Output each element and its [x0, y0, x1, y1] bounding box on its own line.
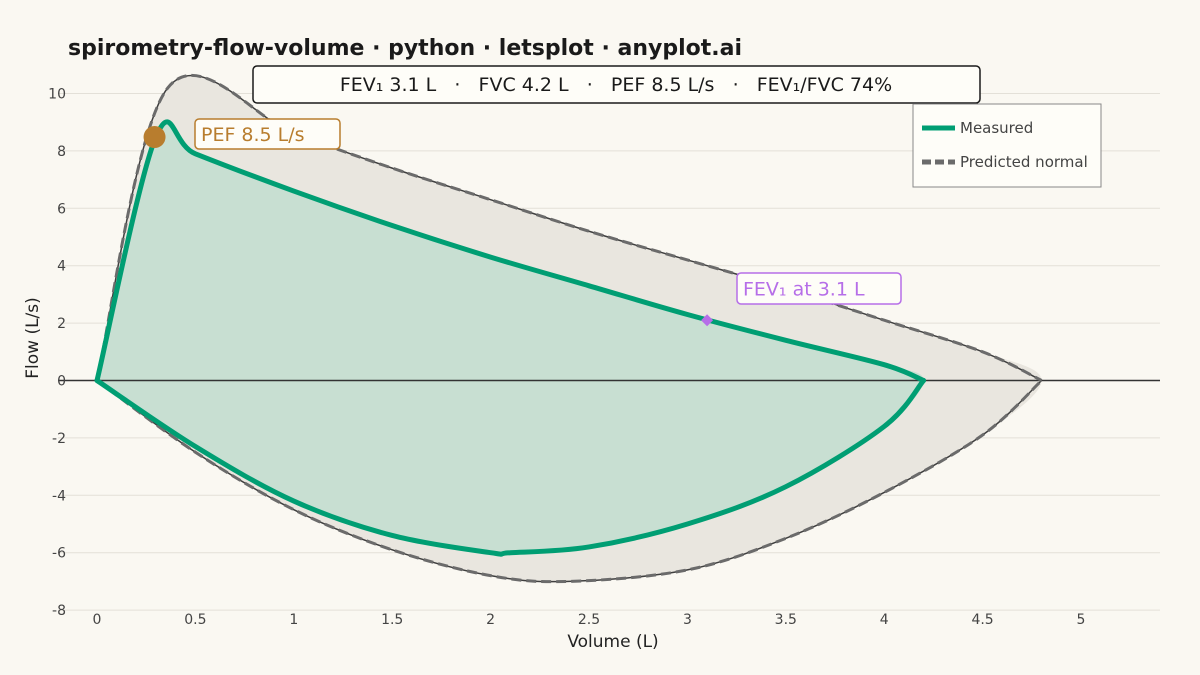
- x-tick-label: 2: [486, 612, 495, 628]
- x-tick-label: 0: [93, 612, 102, 628]
- summary-box-frame: [252, 65, 981, 104]
- fev1-label-box: [736, 272, 902, 305]
- pef-label: PEF 8.5 L/s: [201, 124, 305, 146]
- x-axis-title: Volume (L): [567, 632, 658, 652]
- y-tick-label: -4: [52, 488, 66, 504]
- pef-marker: [143, 126, 166, 149]
- line-predicted-expiratory-curve: [95, 73, 1043, 382]
- y-tick-label: -8: [52, 603, 66, 619]
- fill-measured: [97, 121, 924, 555]
- legend: Measured Predicted normal: [912, 103, 1102, 188]
- legend-label-measured: Measured: [960, 119, 1033, 137]
- y-tick-label: 4: [57, 259, 66, 275]
- x-tick-label: 0.5: [184, 612, 206, 628]
- loop-fills: [97, 75, 1042, 582]
- x-tick-labels: 0 0.5 1 1.5 2 2.5 3 3.5 4 4.5 5: [93, 612, 1086, 628]
- y-tick-labels: -8 -6 -4 -2 0 2 4 6 8 10: [48, 87, 66, 620]
- loop-lines: [94, 73, 1043, 584]
- summary-box: FEV₁ 3.1 L · FVC 4.2 L · PEF 8.5 L/s · F…: [252, 65, 981, 104]
- summary-text: FEV₁ 3.1 L · FVC 4.2 L · PEF 8.5 L/s · F…: [340, 74, 892, 96]
- fev1-marker: [701, 314, 714, 327]
- line-measured-expiratory-curve: [94, 119, 927, 383]
- x-tick-label: 1.5: [381, 612, 403, 628]
- y-tick-label: 2: [57, 316, 66, 332]
- y-tick-label: 8: [57, 144, 66, 160]
- y-axis-title: Flow (L/s): [23, 297, 43, 379]
- chart-title: spirometry-flow-volume · python · letspl…: [68, 36, 742, 61]
- y-tick-label: 0: [57, 374, 66, 390]
- fev1-label: FEV₁ at 3.1 L: [743, 279, 865, 301]
- x-tick-label: 4.5: [971, 612, 993, 628]
- y-tick-label: -6: [52, 546, 66, 562]
- x-tick-label: 3.5: [775, 612, 797, 628]
- x-tick-label: 4: [880, 612, 889, 628]
- legend-frame: [912, 103, 1102, 188]
- x-tick-label: 5: [1077, 612, 1086, 628]
- pef-label-box: [194, 118, 341, 150]
- y-tick-label: 6: [57, 201, 66, 217]
- x-tick-label: 2.5: [578, 612, 600, 628]
- line-measured-inspiratory-curve: [94, 378, 927, 557]
- x-tick-label: 3: [683, 612, 692, 628]
- x-tick-label: 1: [289, 612, 298, 628]
- legend-label-predicted: Predicted normal: [960, 153, 1088, 171]
- y-tick-label: 10: [48, 87, 66, 103]
- line-predicted-inspiratory-curve: [96, 379, 1043, 584]
- y-tick-label: -2: [52, 431, 66, 447]
- annotations: PEF 8.5 L/s FEV₁ at 3.1 L: [143, 118, 902, 327]
